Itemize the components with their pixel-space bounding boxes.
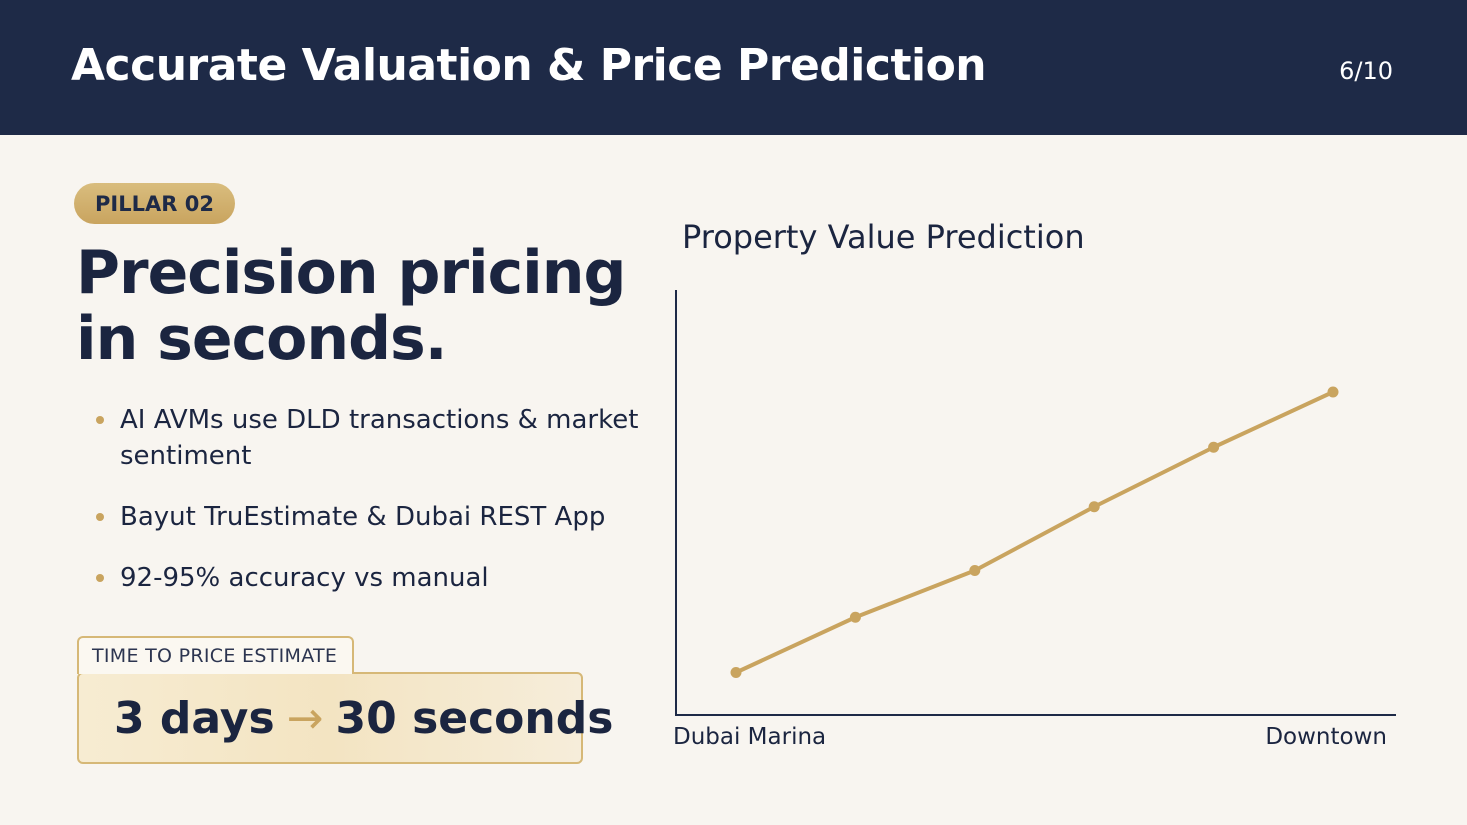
x-tick-label-end: Downtown [1265, 724, 1387, 750]
bullet-item: AI AVMs use DLD transactions & market se… [96, 402, 656, 474]
x-tick-label-start: Dubai Marina [673, 724, 826, 750]
headline: Precision pricing in seconds. [76, 238, 626, 374]
data-point [1208, 441, 1220, 453]
time-to: 30 seconds [335, 692, 614, 744]
bullet-list: AI AVMs use DLD transactions & market se… [96, 402, 656, 596]
bullet-item: Bayut TruEstimate & Dubai REST App [96, 499, 656, 535]
header-bar: Accurate Valuation & Price Prediction 6/… [0, 0, 1467, 135]
page-counter: 6/10 [1339, 57, 1393, 85]
time-estimate-box: 3 days → 30 seconds [77, 672, 613, 764]
page-title: Accurate Valuation & Price Prediction [71, 40, 987, 91]
data-point [969, 565, 981, 576]
arrow-right-icon: → [286, 692, 324, 744]
chart-title: Property Value Prediction [682, 218, 1085, 256]
pillar-badge: PILLAR 02 [74, 183, 235, 224]
data-point [1327, 386, 1339, 398]
time-estimate-tag: TIME TO PRICE ESTIMATE [77, 636, 354, 674]
time-from: 3 days [114, 692, 275, 744]
data-point [849, 611, 861, 623]
data-point [730, 667, 742, 678]
series-line [734, 390, 1335, 675]
data-point [1088, 501, 1100, 513]
bullet-item: 92-95% accuracy vs manual [96, 560, 656, 596]
